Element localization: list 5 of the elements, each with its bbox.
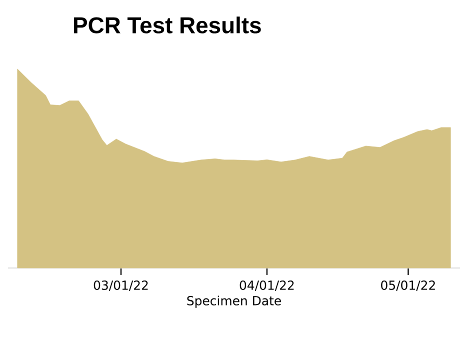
x-tick-label: 03/01/22 — [94, 280, 148, 291]
x-axis-title: Specimen Date — [187, 296, 281, 308]
chart-title: PCR Test Results — [74, 16, 261, 34]
x-tick-label: 04/01/22 — [240, 280, 294, 291]
x-tick-label: 05/01/22 — [381, 280, 435, 291]
